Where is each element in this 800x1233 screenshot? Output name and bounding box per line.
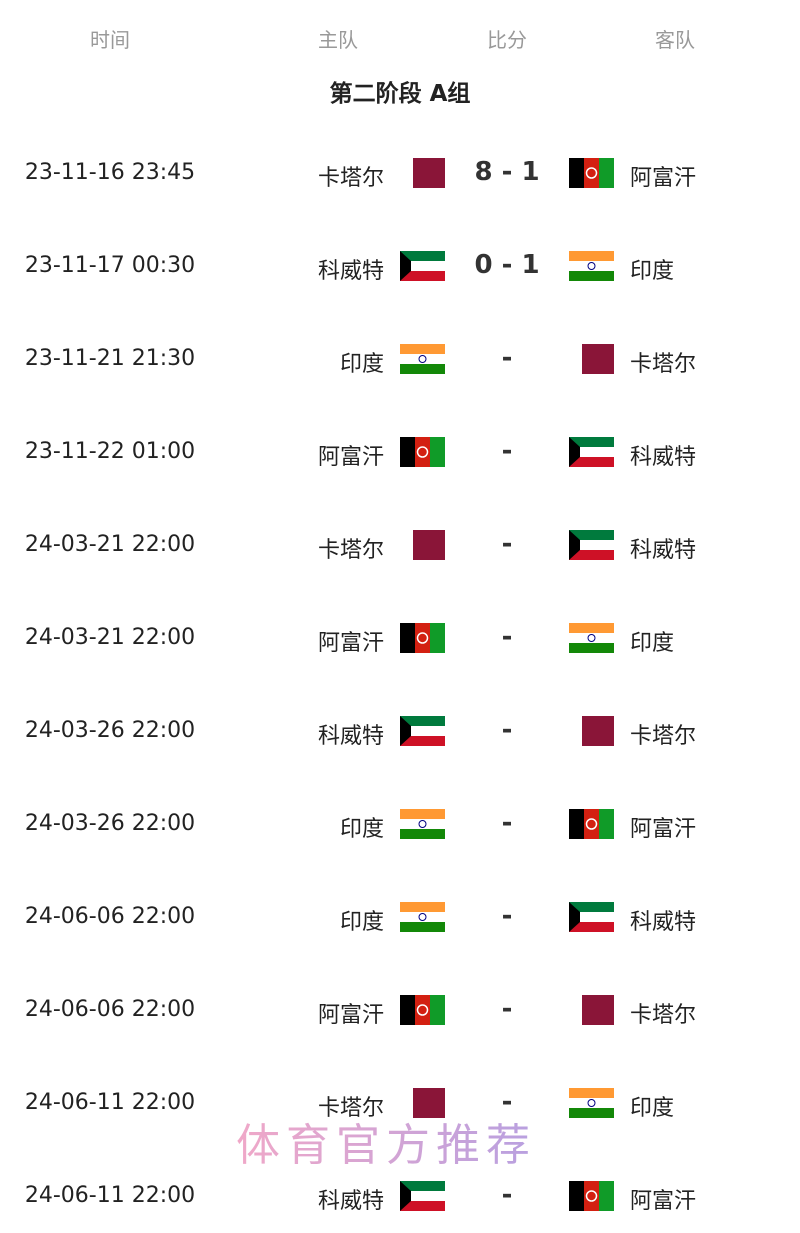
away-team: 印度 bbox=[630, 631, 675, 656]
afghanistan-flag-icon bbox=[569, 1181, 614, 1215]
match-row[interactable]: 24-06-11 22:00 卡塔尔 - 印度 bbox=[0, 1078, 800, 1128]
match-time: 24-06-06 22:00 bbox=[24, 997, 196, 1022]
home-team: 阿富汗 bbox=[317, 445, 384, 470]
away-team: 阿富汗 bbox=[630, 166, 697, 191]
match-time: 24-06-11 22:00 bbox=[24, 1090, 196, 1115]
afghanistan-flag-icon bbox=[569, 158, 614, 192]
home-team: 科威特 bbox=[317, 1189, 384, 1214]
home-team: 科威特 bbox=[317, 724, 384, 749]
match-score: 8 - 1 bbox=[474, 157, 540, 187]
match-time: 23-11-16 23:45 bbox=[24, 160, 196, 185]
away-team: 卡塔尔 bbox=[630, 724, 697, 749]
watermark: 体育官方推荐 bbox=[236, 1120, 536, 1171]
match-row[interactable]: 24-06-06 22:00 阿富汗 - 卡塔尔 bbox=[0, 985, 800, 1035]
qatar-flag-icon bbox=[569, 716, 614, 750]
india-flag-icon bbox=[400, 902, 445, 936]
qatar-flag-icon bbox=[400, 158, 445, 192]
kuwait-flag-icon bbox=[400, 251, 445, 285]
kuwait-flag-icon bbox=[400, 716, 445, 750]
match-row[interactable]: 23-11-22 01:00 阿富汗 - 科威特 bbox=[0, 427, 800, 477]
match-row[interactable]: 24-03-26 22:00 科威特 - 卡塔尔 bbox=[0, 706, 800, 756]
match-row[interactable]: 23-11-16 23:45 卡塔尔 8 - 1 阿富汗 bbox=[0, 148, 800, 198]
india-flag-icon bbox=[569, 251, 614, 285]
kuwait-flag-icon bbox=[400, 1181, 445, 1215]
header-home: 主队 bbox=[318, 28, 358, 52]
match-score: - bbox=[501, 436, 513, 466]
away-team: 阿富汗 bbox=[630, 1189, 697, 1214]
home-team: 印度 bbox=[339, 817, 384, 842]
match-time: 24-03-21 22:00 bbox=[24, 532, 196, 557]
match-score: 0 - 1 bbox=[474, 250, 540, 280]
away-team: 卡塔尔 bbox=[630, 1003, 697, 1028]
home-team: 阿富汗 bbox=[317, 1003, 384, 1028]
match-row[interactable]: 24-03-21 22:00 卡塔尔 - 科威特 bbox=[0, 520, 800, 570]
kuwait-flag-icon bbox=[569, 437, 614, 471]
match-row[interactable]: 23-11-17 00:30 科威特 0 - 1 印度 bbox=[0, 241, 800, 291]
home-team: 印度 bbox=[339, 910, 384, 935]
match-score: - bbox=[501, 715, 513, 745]
match-score: - bbox=[501, 622, 513, 652]
match-time: 24-06-11 22:00 bbox=[24, 1183, 196, 1208]
away-team: 科威特 bbox=[630, 910, 697, 935]
india-flag-icon bbox=[569, 623, 614, 657]
india-flag-icon bbox=[400, 809, 445, 843]
match-time: 24-03-26 22:00 bbox=[24, 811, 196, 836]
match-row[interactable]: 23-11-21 21:30 印度 - 卡塔尔 bbox=[0, 334, 800, 384]
away-team: 印度 bbox=[630, 259, 675, 284]
match-time: 23-11-22 01:00 bbox=[24, 439, 196, 464]
afghanistan-flag-icon bbox=[569, 809, 614, 843]
afghanistan-flag-icon bbox=[400, 623, 445, 657]
away-team: 印度 bbox=[630, 1096, 675, 1121]
match-row[interactable]: 24-03-26 22:00 印度 - 阿富汗 bbox=[0, 799, 800, 849]
match-score: - bbox=[501, 901, 513, 931]
afghanistan-flag-icon bbox=[400, 437, 445, 471]
header-score: 比分 bbox=[487, 28, 527, 52]
home-team: 印度 bbox=[339, 352, 384, 377]
match-score: - bbox=[501, 994, 513, 1024]
match-score: - bbox=[501, 808, 513, 838]
india-flag-icon bbox=[569, 1088, 614, 1122]
away-team: 科威特 bbox=[630, 538, 697, 563]
match-time: 24-06-06 22:00 bbox=[24, 904, 196, 929]
away-team: 卡塔尔 bbox=[630, 352, 697, 377]
qatar-flag-icon bbox=[400, 530, 445, 564]
match-row[interactable]: 24-06-06 22:00 印度 - 科威特 bbox=[0, 892, 800, 942]
match-score: - bbox=[501, 343, 513, 373]
away-team: 科威特 bbox=[630, 445, 697, 470]
away-team: 阿富汗 bbox=[630, 817, 697, 842]
qatar-flag-icon bbox=[569, 344, 614, 378]
match-time: 24-03-21 22:00 bbox=[24, 625, 196, 650]
home-team: 科威特 bbox=[317, 259, 384, 284]
match-row[interactable]: 24-06-11 22:00 科威特 - 阿富汗 bbox=[0, 1171, 800, 1221]
qatar-flag-icon bbox=[569, 995, 614, 1029]
match-score: - bbox=[501, 529, 513, 559]
header-away: 客队 bbox=[655, 28, 695, 52]
group-title: 第二阶段 A组 bbox=[329, 81, 471, 107]
qatar-flag-icon bbox=[400, 1088, 445, 1122]
kuwait-flag-icon bbox=[569, 902, 614, 936]
match-time: 23-11-17 00:30 bbox=[24, 253, 196, 278]
kuwait-flag-icon bbox=[569, 530, 614, 564]
match-row[interactable]: 24-03-21 22:00 阿富汗 - 印度 bbox=[0, 613, 800, 663]
match-time: 24-03-26 22:00 bbox=[24, 718, 196, 743]
home-team: 卡塔尔 bbox=[317, 1096, 384, 1121]
home-team: 卡塔尔 bbox=[317, 538, 384, 563]
india-flag-icon bbox=[400, 344, 445, 378]
header-time: 时间 bbox=[90, 28, 130, 52]
match-score: - bbox=[501, 1180, 513, 1210]
home-team: 卡塔尔 bbox=[317, 166, 384, 191]
afghanistan-flag-icon bbox=[400, 995, 445, 1029]
home-team: 阿富汗 bbox=[317, 631, 384, 656]
match-time: 23-11-21 21:30 bbox=[24, 346, 196, 371]
match-score: - bbox=[501, 1087, 513, 1117]
